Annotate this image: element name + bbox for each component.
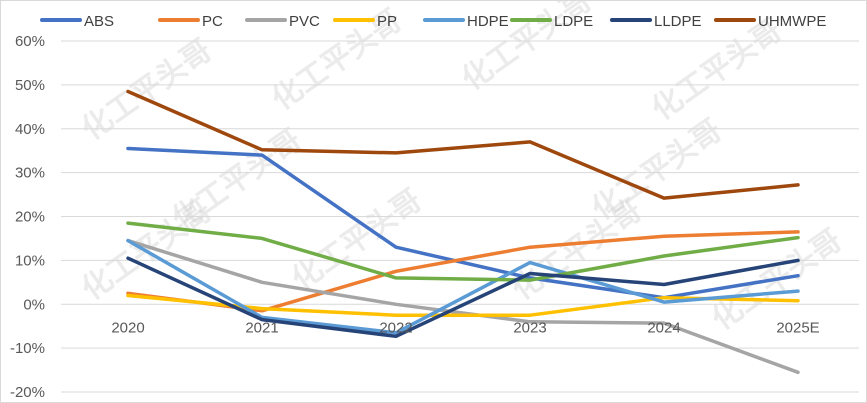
legend-label-uhmwpe: UHMWPE — [758, 13, 826, 30]
watermark-text: 化工平头哥 — [586, 113, 729, 228]
x-tick-label: 2020 — [111, 319, 144, 336]
watermark-text: 化工平头哥 — [646, 13, 789, 128]
y-tick-label: 30% — [15, 165, 45, 182]
x-tick-label: 2021 — [245, 319, 278, 336]
series-line-ldpe — [126, 221, 800, 282]
legend-label-abs: ABS — [84, 13, 114, 30]
legend-label-lldpe: LLDPE — [654, 13, 702, 30]
watermark-text: 化工平头哥 — [286, 183, 429, 298]
series-line-lldpe — [126, 256, 800, 339]
gridlines — [61, 40, 859, 393]
series-lines — [126, 89, 800, 375]
legend-label-pvc: PVC — [289, 13, 320, 30]
y-tick-label: 20% — [15, 209, 45, 226]
x-tick-label: 2023 — [513, 319, 546, 336]
y-tick-label: 40% — [15, 121, 45, 138]
y-tick-label: 0% — [23, 296, 45, 313]
y-tick-label: 50% — [15, 77, 45, 94]
legend-label-pc: PC — [202, 13, 223, 30]
y-axis-ticks: -20% -10% 0% 10% 20% 30% 40% 50% 60% — [10, 33, 45, 401]
watermark-text: 化工平头哥 — [76, 33, 219, 148]
series-line-uhmwpe — [126, 89, 800, 200]
legend-label-ldpe: LDPE — [554, 13, 593, 30]
series-line-hdpe — [126, 238, 800, 335]
x-tick-label: 2022 — [379, 319, 412, 336]
y-tick-label: -20% — [10, 384, 45, 401]
y-tick-label: -10% — [10, 340, 45, 357]
legend-label-pp: PP — [377, 13, 397, 30]
y-tick-label: 60% — [15, 33, 45, 50]
x-axis-ticks: 2020 2021 2022 2023 2024 2025E — [111, 319, 819, 336]
x-tick-label: 2024 — [647, 319, 680, 336]
legend-label-hdpe: HDPE — [467, 13, 509, 30]
y-tick-label: 10% — [15, 252, 45, 269]
series-line-abs — [126, 146, 800, 300]
legend: ABS PC PVC PP HDPE LDPE LLDPE UHMWPE — [40, 13, 826, 30]
series-line-pvc — [126, 238, 800, 375]
x-tick-label: 2025E — [776, 319, 819, 336]
